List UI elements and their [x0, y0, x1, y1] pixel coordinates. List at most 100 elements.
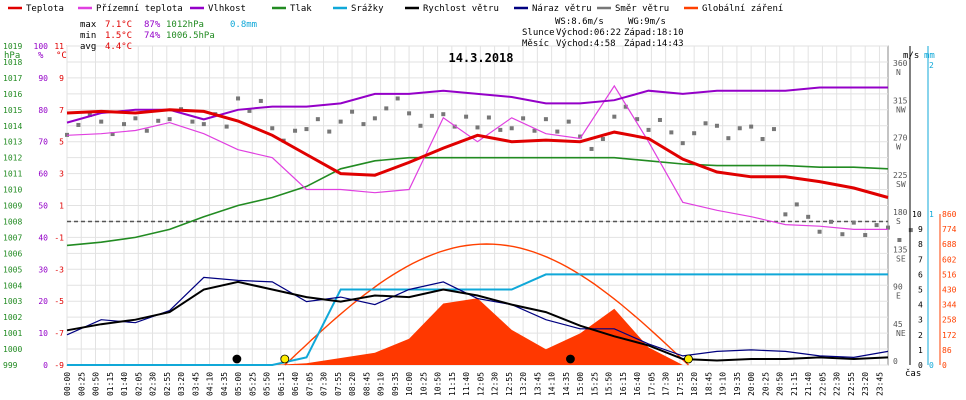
wind-direction-dot [760, 137, 765, 142]
tick-hpa: 1001 [3, 329, 22, 338]
axis-title-ms: m/s [903, 51, 919, 61]
stat-label: max [80, 20, 97, 30]
stat-avg-temp: 4.4°C [105, 42, 132, 52]
wind-direction-dot [783, 212, 788, 217]
legend-label: Globální záření [702, 4, 783, 14]
tick-time: 10:00 [405, 372, 414, 396]
info-moon-set: Západ:14:43 [624, 39, 684, 49]
tick-time: 11:40 [462, 372, 471, 396]
tick-temp: 11 [54, 42, 64, 51]
tick-time: 04:10 [206, 372, 215, 396]
tick-hpa: 1005 [3, 265, 22, 274]
wind-direction-dot [384, 106, 389, 111]
axis-title-hpa: hPa [4, 51, 20, 61]
tick-time: 05:00 [234, 372, 243, 396]
axis-title-temp: °C [56, 51, 67, 61]
wind-direction-dot [703, 121, 708, 126]
wind-direction-dot [133, 116, 138, 121]
wind-direction-dot [122, 122, 127, 127]
tick-dir-name: NW [896, 105, 906, 114]
tick-hpa: 1008 [3, 217, 22, 226]
wind-direction-dot [794, 202, 799, 207]
tick-time: 08:45 [362, 372, 371, 396]
sunset-marker [684, 354, 693, 364]
wind-direction-dot [498, 127, 503, 132]
tick-hpa: 1017 [3, 74, 22, 83]
tick-rad: 86 [942, 346, 952, 355]
tick-pct: 10 [38, 329, 48, 338]
tick-hpa: 1007 [3, 233, 22, 242]
legend-label: Tlak [290, 4, 312, 14]
info-moon-rise: Východ:4:58 [556, 39, 616, 49]
wind-direction-dot [350, 109, 355, 114]
tick-rad: 860 [942, 210, 957, 219]
wind-direction-dot [144, 128, 149, 133]
tick-pct: 70 [38, 138, 48, 147]
tick-dir-deg: 0 [893, 357, 898, 366]
tick-time: 23:45 [875, 372, 884, 396]
tick-ms: 3 [918, 316, 923, 325]
wind-direction-dot [863, 233, 868, 238]
wind-direction-dot [669, 130, 674, 135]
wind-direction-dot [623, 104, 628, 109]
tick-time: 09:10 [377, 372, 386, 396]
info-sun-label: Slunce [522, 28, 555, 38]
tick-ms: 2 [918, 331, 923, 340]
tick-dir-name: S [896, 217, 901, 226]
wind-direction-dot [201, 122, 206, 127]
series-vlhkost-line [66, 86, 888, 124]
tick-time: 01:40 [120, 372, 129, 396]
theoretical-radiation-curve [284, 243, 689, 366]
tick-time: 10:50 [434, 372, 443, 396]
wind-direction-dot [532, 128, 537, 133]
tick-dir-name: E [896, 292, 901, 301]
tick-temp: -5 [54, 297, 64, 306]
wind-direction-dot [475, 125, 480, 130]
tick-ms: 8 [918, 240, 923, 249]
wind-direction-dot [247, 108, 252, 113]
legend-label: Směr větru [615, 4, 669, 14]
wind-direction-dot [566, 119, 571, 124]
tick-rad: 172 [942, 331, 957, 340]
tick-time: 02:05 [134, 372, 143, 396]
series-teplota-line [66, 108, 889, 199]
tick-dir-name: SW [896, 180, 906, 189]
stat-min-hum: 74% [144, 31, 161, 41]
tick-time: 15:25 [590, 372, 599, 396]
wind-direction-dot [509, 126, 514, 131]
series-srazky-line [67, 273, 888, 366]
wind-direction-dot [749, 124, 754, 129]
tick-ms: 10 [912, 210, 922, 219]
wind-direction-dot [315, 117, 320, 122]
tick-pct: 90 [38, 74, 48, 83]
tick-ms: 9 [918, 225, 923, 234]
tick-time: 07:55 [334, 372, 343, 396]
tick-hpa: 1003 [3, 297, 22, 306]
stat-label: min [80, 31, 96, 41]
wind-direction-dot [167, 117, 172, 122]
tick-ms: 0 [918, 361, 923, 370]
tick-hpa: 1016 [3, 90, 22, 99]
tick-time: 21:15 [790, 372, 799, 396]
tick-hpa: 1012 [3, 154, 22, 163]
tick-time: 20:50 [776, 372, 785, 396]
tick-hpa: 1019 [3, 42, 22, 51]
tick-rad: 774 [942, 225, 957, 234]
wind-direction-dot [418, 123, 423, 128]
tick-time: 15:50 [605, 372, 614, 396]
tick-hpa: 1002 [3, 313, 22, 322]
wind-direction-dot [270, 126, 275, 131]
info-sun-rise: Východ:06:22 [556, 28, 621, 38]
wind-direction-dot [258, 98, 263, 103]
tick-time: 17:55 [676, 372, 685, 396]
tick-temp: -7 [54, 329, 64, 338]
tick-hpa: 1010 [3, 186, 22, 195]
tick-time: 15:00 [576, 372, 585, 396]
wind-direction-dot [156, 118, 161, 123]
tick-mm: 0 [929, 361, 934, 370]
tick-time: 09:35 [391, 372, 400, 396]
tick-pct: 0 [43, 361, 48, 370]
tick-time: 21:40 [804, 372, 813, 396]
tick-dir-deg: 45 [893, 320, 903, 329]
wind-direction-dot [874, 223, 879, 228]
